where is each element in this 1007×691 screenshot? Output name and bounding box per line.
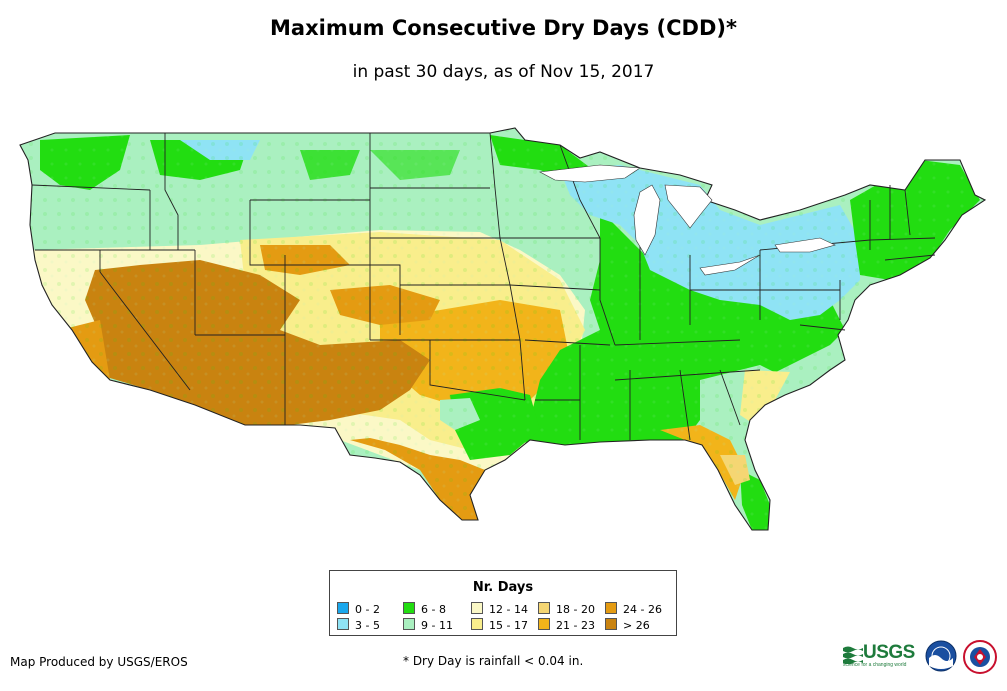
legend-swatch bbox=[471, 602, 483, 614]
legend-label: 3 - 5 bbox=[355, 619, 380, 632]
legend-label: 15 - 17 bbox=[489, 619, 528, 632]
legend-label: 0 - 2 bbox=[355, 603, 380, 616]
legend-label: 12 - 14 bbox=[489, 603, 528, 616]
legend-item: 21 - 23 bbox=[538, 618, 595, 632]
legend-item: 0 - 2 bbox=[337, 602, 380, 616]
legend-item: 9 - 11 bbox=[403, 618, 453, 632]
legend-swatch bbox=[538, 618, 550, 630]
legend-swatch bbox=[538, 602, 550, 614]
us-dry-days-map bbox=[19, 127, 987, 531]
legend-swatch bbox=[605, 602, 617, 614]
legend-swatch bbox=[403, 602, 415, 614]
usgs-logo: USGS science for a changing world bbox=[843, 642, 919, 668]
legend-label: > 26 bbox=[623, 619, 650, 632]
usgs-wordmark: USGS bbox=[863, 642, 915, 663]
credit-text: Map Produced by USGS/EROS bbox=[10, 655, 188, 669]
legend-swatch bbox=[337, 618, 349, 630]
map-title: Maximum Consecutive Dry Days (CDD)* bbox=[270, 16, 737, 40]
legend: Nr. Days 0 - 2 3 - 5 6 - 8 9 - 11 12 - 1… bbox=[329, 570, 677, 636]
legend-item: 24 - 26 bbox=[605, 602, 662, 616]
legend-swatch bbox=[403, 618, 415, 630]
legend-label: 18 - 20 bbox=[556, 603, 595, 616]
legend-swatch bbox=[337, 602, 349, 614]
dry-day-footnote: * Dry Day is rainfall < 0.04 in. bbox=[403, 654, 584, 668]
legend-title: Nr. Days bbox=[472, 580, 534, 595]
legend-item: 15 - 17 bbox=[471, 618, 528, 632]
usgs-wave-icon bbox=[843, 646, 863, 664]
legend-label: 21 - 23 bbox=[556, 619, 595, 632]
legend-label: 6 - 8 bbox=[421, 603, 446, 616]
legend-swatch bbox=[605, 618, 617, 630]
legend-item: > 26 bbox=[605, 618, 650, 632]
legend-item: 12 - 14 bbox=[471, 602, 528, 616]
legend-item: 18 - 20 bbox=[538, 602, 595, 616]
legend-label: 24 - 26 bbox=[623, 603, 662, 616]
legend-item: 6 - 8 bbox=[403, 602, 446, 616]
legend-item: 3 - 5 bbox=[337, 618, 380, 632]
map-subtitle: in past 30 days, as of Nov 15, 2017 bbox=[352, 62, 655, 82]
legend-swatch bbox=[471, 618, 483, 630]
noaa-logo bbox=[925, 640, 957, 672]
nws-logo bbox=[963, 640, 997, 674]
usgs-tagline: science for a changing world bbox=[843, 662, 907, 668]
legend-label: 9 - 11 bbox=[421, 619, 453, 632]
